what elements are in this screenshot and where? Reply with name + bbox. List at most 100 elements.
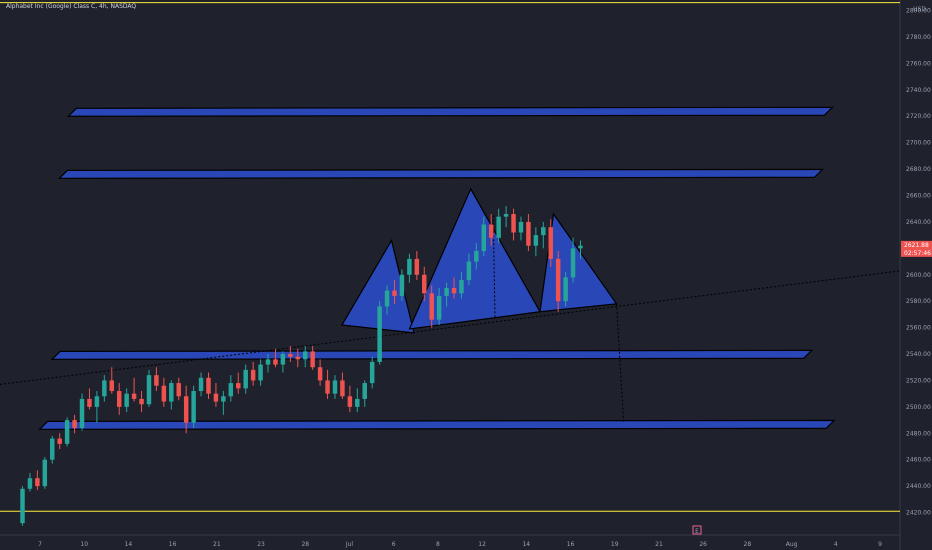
- candle-body[interactable]: [369, 361, 375, 384]
- candle-body[interactable]: [340, 380, 345, 397]
- candle-body[interactable]: [87, 398, 92, 407]
- candle-body[interactable]: [317, 367, 323, 381]
- price-tick-label: 2600.00: [906, 272, 931, 279]
- candle-body[interactable]: [355, 398, 360, 407]
- candle-body[interactable]: [183, 396, 189, 423]
- last-price-badge[interactable]: [901, 240, 932, 257]
- price-tick-label: 2700.00: [906, 140, 931, 147]
- price-tick-label: 2800.00: [906, 8, 931, 15]
- candle-body[interactable]: [496, 216, 501, 238]
- candle-body[interactable]: [295, 356, 301, 360]
- candle-body[interactable]: [451, 287, 457, 294]
- trendline[interactable]: [0, 270, 901, 385]
- candle-body[interactable]: [213, 393, 219, 402]
- candle-body[interactable]: [57, 438, 62, 444]
- candle-body[interactable]: [228, 383, 234, 397]
- candle-body[interactable]: [429, 293, 434, 320]
- zone-rectangle[interactable]: [38, 419, 836, 430]
- price-axis[interactable]: [900, 0, 932, 550]
- candle-body[interactable]: [250, 369, 256, 381]
- zone-rectangle[interactable]: [50, 349, 814, 360]
- candle-body[interactable]: [407, 258, 412, 275]
- candle-body[interactable]: [548, 227, 553, 259]
- candle-body[interactable]: [35, 478, 40, 487]
- candle-body[interactable]: [243, 369, 248, 389]
- zone-rectangle[interactable]: [66, 106, 834, 117]
- last-price-value: 2621.88: [904, 242, 929, 249]
- candle-body[interactable]: [481, 224, 487, 251]
- candle-body[interactable]: [362, 383, 367, 399]
- candle-body[interactable]: [310, 351, 315, 368]
- candle-body[interactable]: [72, 420, 77, 428]
- candle-body[interactable]: [414, 258, 420, 275]
- candle-body[interactable]: [176, 383, 181, 397]
- candle-body[interactable]: [169, 383, 174, 402]
- time-tick-label: 16: [169, 541, 177, 548]
- candle-body[interactable]: [466, 261, 472, 281]
- candle-body[interactable]: [377, 306, 382, 362]
- candle-body[interactable]: [146, 375, 152, 405]
- countdown-value: 02:57:46: [904, 250, 931, 257]
- projection-line[interactable]: [616, 303, 625, 423]
- candle-body[interactable]: [139, 398, 144, 405]
- time-tick-label: 16: [567, 541, 575, 548]
- time-tick-label: 4: [834, 541, 838, 548]
- candle-body[interactable]: [444, 287, 449, 296]
- candle-body[interactable]: [191, 391, 196, 423]
- candle-body[interactable]: [436, 295, 442, 320]
- price-tick-label: 2780.00: [906, 34, 931, 41]
- zone-rectangle[interactable]: [57, 168, 824, 179]
- candle-body[interactable]: [511, 214, 516, 233]
- candle-body[interactable]: [288, 354, 293, 357]
- candle-body[interactable]: [265, 359, 271, 365]
- candle-body[interactable]: [533, 235, 539, 246]
- candle-body[interactable]: [555, 258, 561, 302]
- candle-body[interactable]: [570, 248, 576, 278]
- candle-body[interactable]: [518, 221, 524, 233]
- candle-body[interactable]: [280, 354, 286, 365]
- candle-body[interactable]: [198, 377, 204, 392]
- candle-body[interactable]: [206, 377, 211, 394]
- candle-body[interactable]: [154, 375, 159, 386]
- candle-body[interactable]: [27, 478, 33, 489]
- candle-body[interactable]: [64, 420, 70, 444]
- candle-body[interactable]: [332, 380, 338, 394]
- candle-body[interactable]: [392, 290, 397, 296]
- candle-body[interactable]: [50, 438, 55, 460]
- chart-title: Alphabet Inc (Google) Class C, 4h, NASDA…: [6, 3, 137, 10]
- time-tick-label: 23: [257, 541, 265, 548]
- candle-body[interactable]: [563, 277, 568, 302]
- candle-body[interactable]: [488, 224, 494, 238]
- candle-body[interactable]: [578, 245, 583, 249]
- candle-body[interactable]: [131, 393, 137, 399]
- candle-body[interactable]: [79, 398, 85, 428]
- candle-body[interactable]: [124, 393, 129, 407]
- earnings-badge[interactable]: [692, 525, 702, 535]
- candle-body[interactable]: [526, 221, 531, 246]
- candle-body[interactable]: [347, 396, 353, 407]
- candle-body[interactable]: [273, 359, 278, 365]
- candle-body[interactable]: [42, 459, 48, 487]
- candle-body[interactable]: [302, 351, 308, 360]
- price-tick-label: 2680.00: [906, 166, 931, 173]
- projection-line[interactable]: [492, 215, 496, 318]
- candle-body[interactable]: [503, 214, 509, 217]
- candle-body[interactable]: [109, 380, 115, 392]
- candle-body[interactable]: [258, 364, 263, 381]
- time-tick-label: Jul: [345, 541, 354, 548]
- candle-body[interactable]: [236, 383, 241, 389]
- candle-body[interactable]: [474, 250, 479, 262]
- candle-body[interactable]: [325, 380, 330, 394]
- candle-body[interactable]: [541, 227, 546, 236]
- candle-body[interactable]: [422, 274, 427, 294]
- candle-body[interactable]: [116, 391, 122, 407]
- candle-body[interactable]: [221, 396, 226, 402]
- candle-body[interactable]: [384, 290, 390, 307]
- candle-body[interactable]: [399, 274, 405, 296]
- candle-body[interactable]: [20, 488, 25, 524]
- candle-body[interactable]: [459, 280, 464, 294]
- candle-body[interactable]: [102, 380, 107, 397]
- candle-body[interactable]: [161, 385, 167, 402]
- candle-body[interactable]: [94, 396, 100, 407]
